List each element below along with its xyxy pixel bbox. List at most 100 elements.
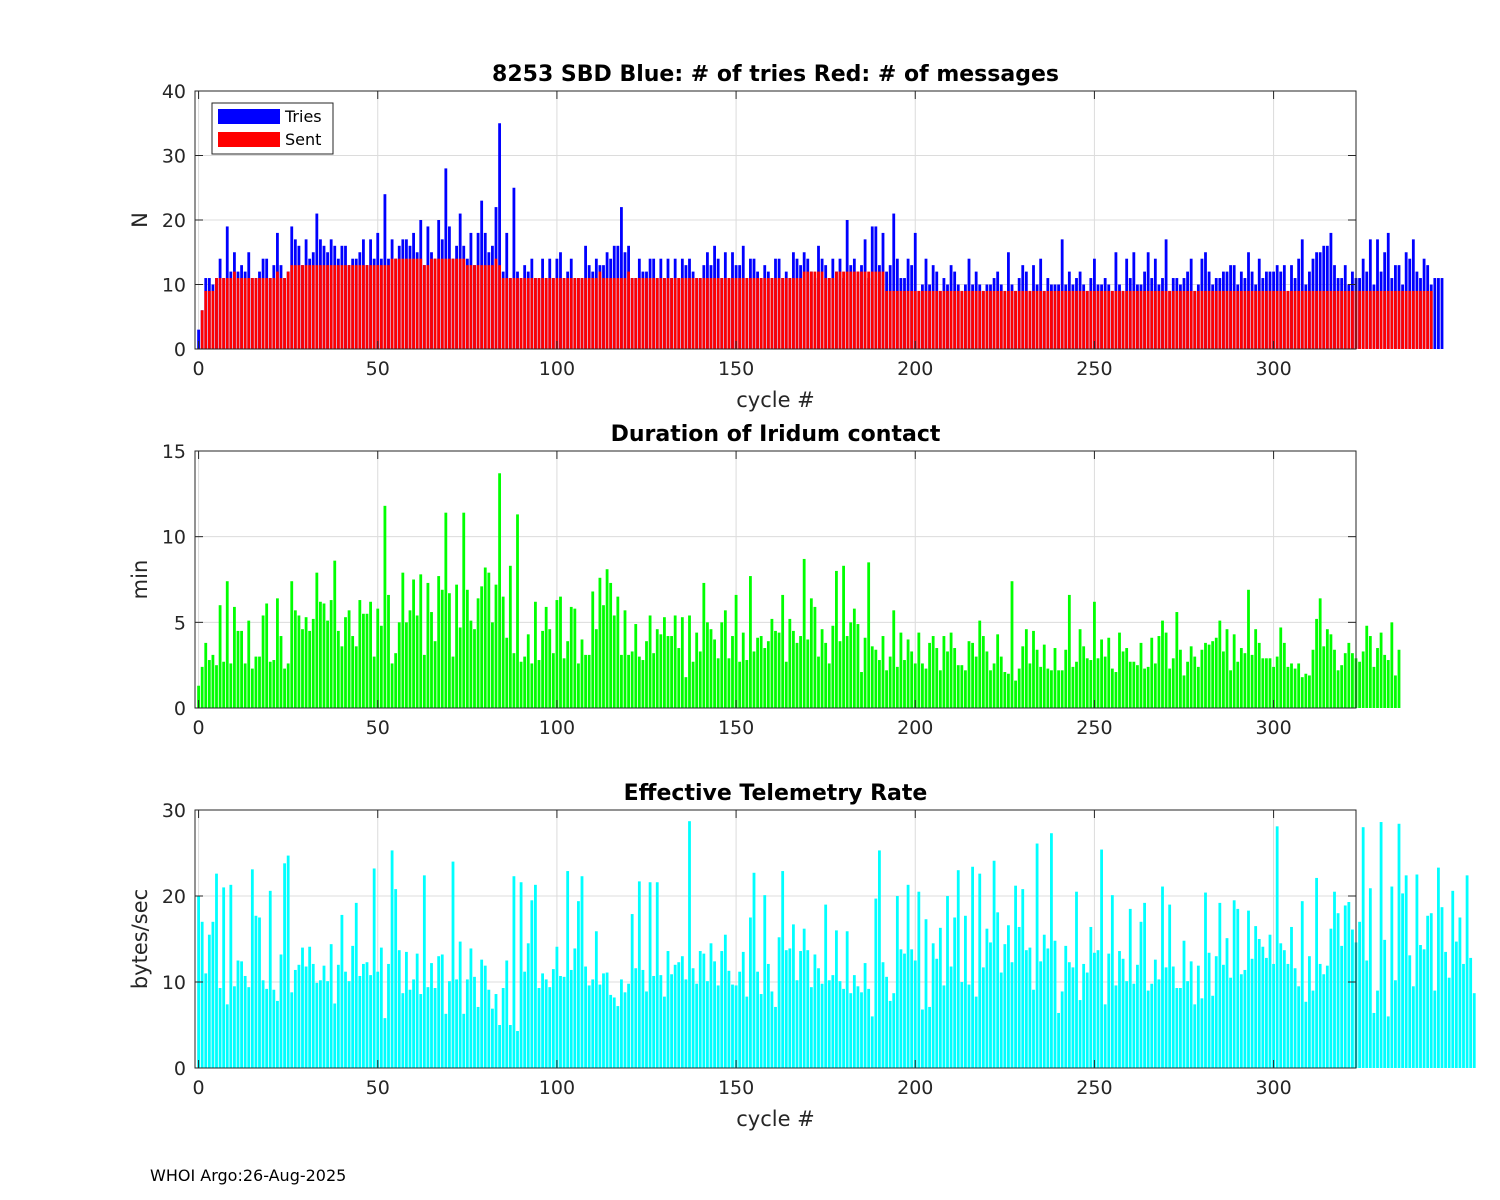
rate-axes-box (194, 809, 1357, 1069)
rate-rate-bar (290, 992, 294, 1068)
duration-duration-bar (605, 569, 609, 708)
duration-duration-bar (1200, 649, 1204, 708)
rate-rate-bar (824, 904, 828, 1068)
rate-rate-bar (387, 963, 390, 1068)
duration-duration-bar (1171, 658, 1175, 708)
rate-rate-bar (544, 979, 548, 1068)
duration-duration-bar (577, 663, 580, 708)
rate-rate-bar (394, 889, 398, 1068)
duration-duration-bar (297, 615, 301, 708)
tries-sent-sent-bar (652, 278, 656, 349)
rate-rate-bar (530, 900, 534, 1068)
duration-duration-bar (573, 608, 577, 708)
tries-sent-sent-bar (605, 278, 609, 349)
duration-duration-bar (921, 663, 924, 708)
tries-sent-sent-bar (1121, 290, 1125, 349)
tries-sent-sent-bar (476, 265, 480, 349)
duration-duration-bar (1315, 618, 1318, 708)
duration-duration-bar (924, 668, 928, 708)
tries-sent-sent-bar (333, 265, 337, 349)
tries-sent-sent-bar (240, 278, 243, 349)
duration-duration-bar (652, 653, 656, 708)
duration-duration-bar (559, 596, 562, 708)
tries-sent-sent-bar (383, 265, 387, 349)
rate-rate-bar (1250, 958, 1254, 1068)
rate-rate-bar (967, 984, 971, 1068)
duration-duration-bar (1340, 665, 1344, 708)
tries-sent-sent-bar (1093, 290, 1096, 349)
tries-sent-sent-bar (222, 278, 226, 349)
rate-rate-bar (390, 850, 394, 1068)
tries-sent-sent-bar (397, 258, 401, 349)
duration-duration-bar (996, 634, 1000, 708)
duration-duration-bar (480, 586, 484, 708)
tries-sent-sent-bar (1379, 290, 1383, 349)
duration-duration-bar (430, 612, 433, 708)
rate-rate-bar (534, 884, 537, 1068)
tries-sent-sent-bar (856, 271, 860, 349)
duration-duration-bar (383, 505, 387, 708)
rate-rate-bar (949, 966, 953, 1068)
rate-rate-bar (921, 1009, 924, 1068)
rate-rate-bar (910, 949, 914, 1068)
tries-sent-sent-bar (491, 265, 494, 349)
tries-sent-sent-bar (953, 290, 957, 349)
rate-rate-bar (523, 971, 527, 1068)
rate-rate-bar (372, 868, 376, 1068)
tries-sent-sent-bar (1322, 290, 1326, 349)
rate-y-axis-label: bytes/sec (128, 889, 152, 989)
tries-sent-sent-bar (286, 271, 290, 349)
tries-sent-sent-bar (788, 278, 792, 349)
tries-sent-sent-bar (774, 278, 777, 349)
rate-rate-bar (258, 917, 261, 1068)
tries-sent-sent-bar (992, 290, 996, 349)
tries-sent-sent-bar (577, 278, 580, 349)
rate-rate-bar (1207, 952, 1211, 1068)
rate-rate-bar (917, 891, 921, 1068)
telemetry-rate-panel: 0 50 100 150 200 250 300 0 10 20 30 Effective Telem… (128, 781, 1476, 1131)
duration-duration-bar (329, 600, 333, 708)
duration-duration-bar (953, 648, 957, 708)
duration-duration-bar (974, 656, 978, 708)
rate-rate-bar (1050, 833, 1053, 1068)
duration-duration-bar (465, 589, 469, 708)
duration-duration-bar (910, 651, 914, 708)
duration-duration-bar (1157, 636, 1161, 708)
duration-duration-bar (648, 615, 652, 708)
duration-duration-bar (978, 620, 982, 708)
legend-label-sent: Sent (285, 130, 321, 149)
tries-sent-sent-bar (336, 265, 340, 349)
tries-sent-sent-bar (763, 278, 767, 349)
tries-sent-sent-bar (928, 290, 931, 349)
duration-x-tick-label: 150 (718, 717, 754, 739)
rate-rate-bar (1125, 981, 1129, 1068)
duration-duration-bar (362, 613, 365, 708)
tries-sent-sent-bar (1161, 290, 1164, 349)
tries-sent-sent-bar (795, 278, 799, 349)
tries-sent-sent-bar (827, 278, 831, 349)
rate-rate-bar (996, 912, 1000, 1068)
legend-label-tries: Tries (284, 107, 322, 126)
duration-duration-bar (483, 567, 487, 708)
tries-sent-sent-bar (1128, 290, 1132, 349)
rate-rate-bar (218, 988, 222, 1068)
rate-rate-bar (1064, 945, 1068, 1068)
rate-rate-bar (652, 975, 656, 1068)
duration-duration-bar (895, 666, 899, 708)
rate-rate-bar (1465, 875, 1469, 1068)
rate-x-tick-label: 0 (193, 1077, 205, 1099)
rate-rate-bar (1028, 947, 1032, 1068)
tries-sent-x-axis-label: cycle # (736, 388, 815, 412)
rate-rate-bar (573, 948, 577, 1068)
tries-sent-sent-bar (981, 290, 985, 349)
rate-rate-bar (1229, 977, 1232, 1068)
duration-duration-bar (591, 591, 595, 708)
rate-x-tick-label: 200 (897, 1077, 933, 1099)
tries-sent-sent-bar (358, 265, 362, 349)
duration-duration-bar (340, 646, 344, 708)
tries-sent-sent-bar (766, 278, 770, 349)
tries-sent-sent-bar (620, 278, 623, 349)
rate-rate-bar (1179, 988, 1182, 1068)
duration-duration-bar (1207, 644, 1211, 708)
rate-rate-bar (960, 982, 964, 1068)
